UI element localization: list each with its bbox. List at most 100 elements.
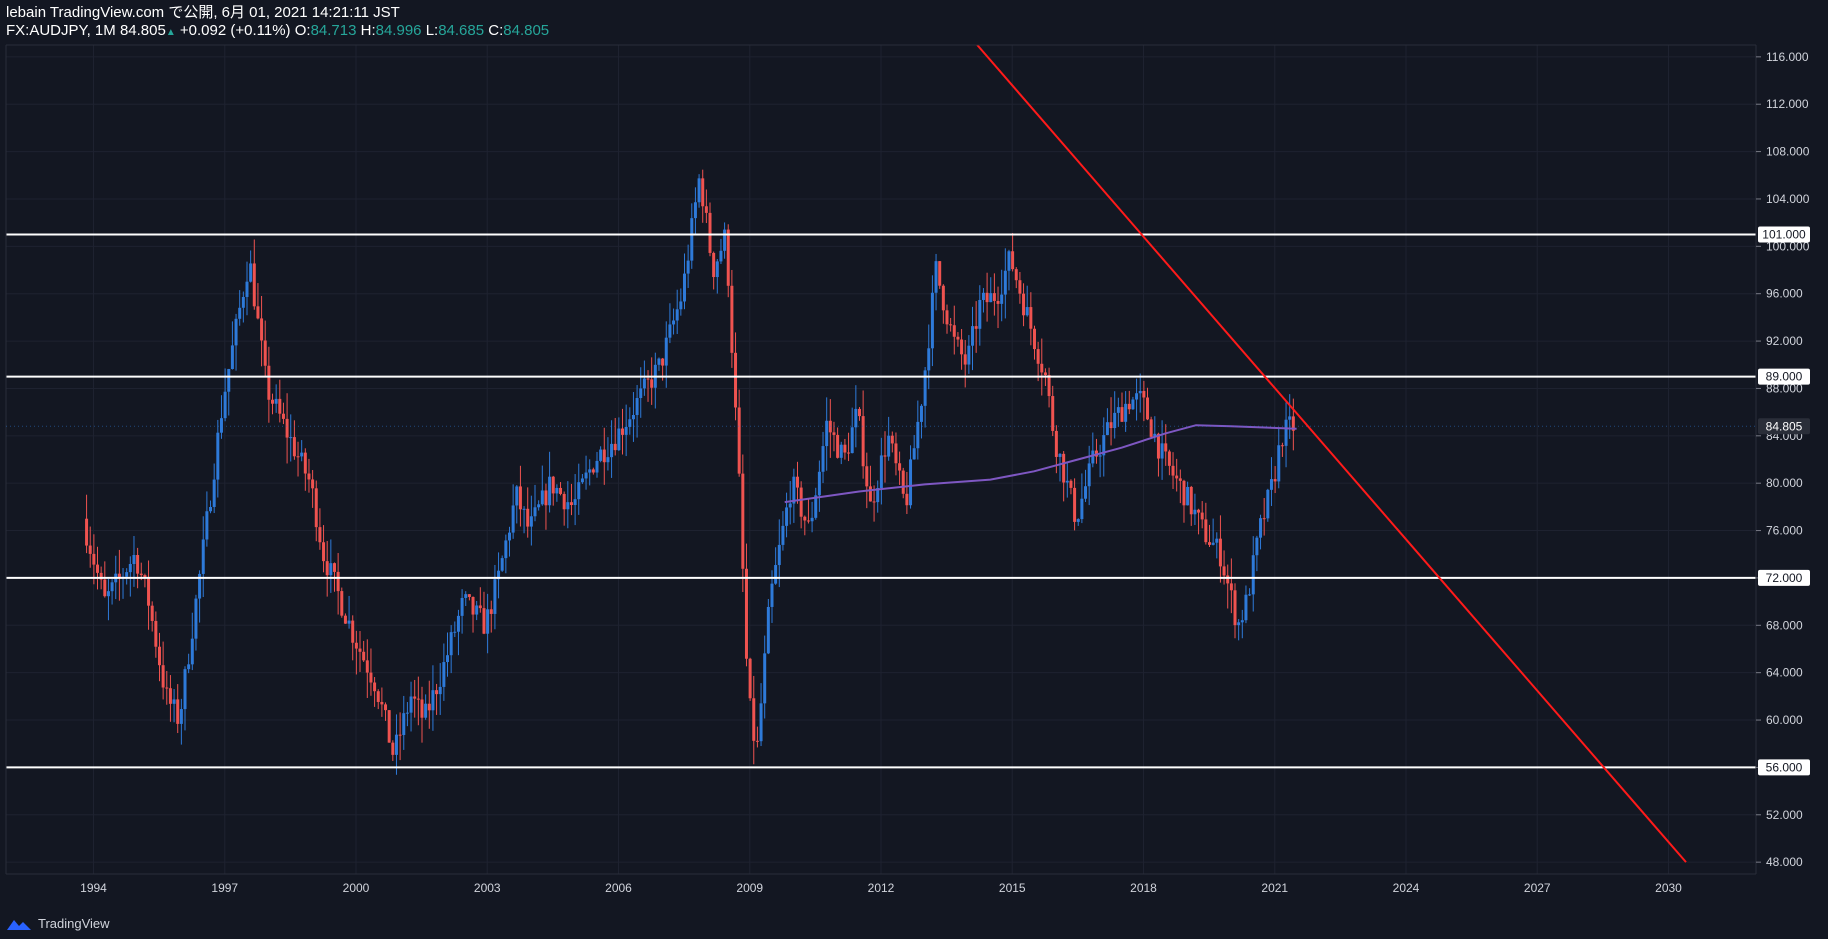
candle-body — [1116, 407, 1120, 413]
candle-body — [934, 261, 938, 293]
candle-body — [850, 427, 854, 454]
time-axis[interactable]: 1994 1997 2000 2003 2006 2009 2012 2015 2018 2021… — [80, 881, 1682, 895]
publish-info: lebain TradingView.com で公開, 6月 01, 2021 … — [6, 4, 400, 21]
tradingview-brand: TradingView — [38, 916, 110, 931]
moving-average-line[interactable] — [784, 424, 1297, 504]
x-tick-label: 1997 — [211, 881, 238, 895]
candle-body — [971, 326, 975, 346]
candle-body — [1229, 583, 1233, 591]
candle-body — [1251, 555, 1255, 595]
candle-body — [1113, 412, 1117, 429]
candle-body — [125, 572, 129, 577]
candle-body — [967, 345, 971, 365]
candle-body — [223, 391, 227, 419]
candle-body — [1011, 251, 1015, 270]
candle-body — [723, 229, 727, 251]
x-tick-label: 2000 — [343, 881, 370, 895]
candle-body — [504, 540, 508, 559]
candle-body — [1280, 445, 1284, 447]
candle-body — [205, 511, 209, 540]
candle-body — [1040, 363, 1044, 373]
candle-body — [952, 325, 956, 337]
candle-body — [343, 615, 347, 624]
candle-body — [1207, 542, 1211, 545]
candle-body — [1269, 479, 1273, 490]
candle-body — [650, 379, 654, 388]
candle-body — [1237, 622, 1241, 626]
candle-body — [402, 713, 406, 736]
candle-body — [894, 443, 898, 464]
candle-body — [635, 398, 639, 416]
trendline[interactable] — [976, 44, 1687, 863]
candle-body — [238, 307, 242, 319]
candle-body — [978, 299, 982, 329]
tradingview-branding[interactable]: TradingView — [6, 916, 110, 931]
candle-body — [1164, 443, 1168, 452]
candle-body — [478, 605, 482, 609]
candle-body — [1022, 293, 1026, 316]
candle-body — [442, 662, 446, 687]
candle-body — [642, 378, 646, 389]
open-label: O: — [294, 22, 311, 39]
horizontal-levels[interactable] — [6, 233, 1756, 769]
candle-body — [1014, 269, 1018, 281]
candle-body — [219, 418, 223, 433]
candle-body — [810, 517, 814, 522]
candle-body — [956, 336, 960, 340]
candle-body — [693, 202, 697, 219]
candle-body — [865, 466, 869, 487]
y-tick-label: 116.000 — [1766, 50, 1809, 64]
candle-body — [1171, 465, 1175, 476]
candle-body — [1135, 393, 1139, 400]
candle-body — [198, 573, 202, 599]
level-label-box — [1758, 368, 1810, 385]
candle-body — [617, 428, 621, 451]
level-label: 56.000 — [1766, 760, 1803, 774]
candle-body — [624, 426, 628, 435]
candle-body — [646, 378, 650, 380]
candle-body — [289, 437, 293, 439]
grid — [6, 45, 1756, 874]
x-tick-label: 2006 — [605, 881, 632, 895]
candle-body — [996, 300, 1000, 304]
candle-body — [416, 698, 420, 700]
candle-body — [599, 449, 603, 461]
candle-body — [1248, 594, 1252, 596]
candle-body — [664, 337, 668, 366]
candle-body — [1058, 453, 1062, 457]
candle-body — [103, 579, 107, 597]
candle-body — [555, 487, 559, 494]
candle-body — [285, 418, 289, 438]
candle-body — [245, 281, 249, 297]
candle-body — [690, 218, 694, 261]
candle-body — [1051, 396, 1055, 431]
candle-body — [340, 591, 344, 616]
candle-body — [1003, 270, 1007, 295]
y-tick-label: 112.000 — [1766, 97, 1809, 111]
candle-body — [1197, 509, 1201, 513]
candle-body — [300, 452, 304, 457]
price-axis[interactable]: 116.000 112.000 108.000 104.000 100.000 96.00… — [1756, 50, 1810, 869]
candle-body — [923, 370, 927, 406]
x-tick-label: 1994 — [80, 881, 107, 895]
candle-body — [1178, 478, 1182, 481]
candle-body — [464, 594, 468, 598]
candle-body — [1080, 498, 1084, 520]
symbol-legend[interactable]: FX:AUDJPY, 1M 84.805▲ +0.092 (+0.11%) O:… — [6, 22, 549, 42]
candle-body — [1054, 430, 1058, 457]
candle-body — [1175, 475, 1179, 479]
candle-body — [438, 686, 442, 695]
candle-body — [872, 501, 876, 503]
candle-body — [150, 605, 154, 621]
candle-body — [322, 542, 326, 562]
candle-body — [602, 449, 606, 463]
candle-body — [380, 701, 384, 705]
candle-body — [529, 516, 533, 527]
candle-body — [628, 419, 632, 427]
candle-body — [847, 452, 851, 454]
candle-body — [1226, 575, 1230, 584]
candle-body — [354, 642, 358, 649]
candle-body — [318, 527, 322, 543]
candle-body — [1193, 509, 1197, 515]
